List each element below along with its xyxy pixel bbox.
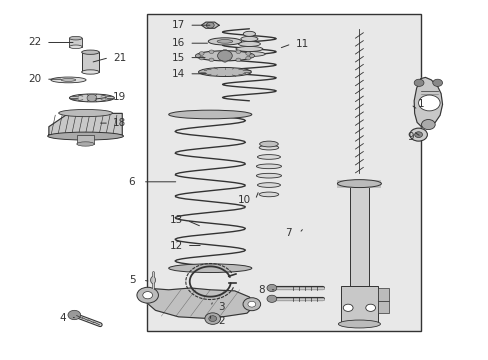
Text: 7: 7: [285, 228, 291, 238]
Ellipse shape: [256, 174, 281, 178]
Ellipse shape: [337, 180, 381, 188]
Ellipse shape: [195, 51, 254, 61]
Circle shape: [266, 295, 276, 302]
Circle shape: [199, 56, 203, 60]
Text: 11: 11: [295, 39, 308, 49]
Bar: [377, 301, 388, 313]
Circle shape: [206, 22, 214, 28]
Text: 13: 13: [169, 215, 183, 225]
Circle shape: [249, 54, 254, 58]
Bar: [146, 14, 420, 331]
Ellipse shape: [69, 36, 82, 40]
Text: 22: 22: [28, 37, 42, 48]
Bar: [337, 180, 381, 188]
Ellipse shape: [168, 110, 251, 119]
Text: 8: 8: [258, 285, 264, 295]
Text: 14: 14: [171, 69, 185, 79]
Ellipse shape: [259, 192, 278, 197]
Circle shape: [204, 313, 220, 324]
Circle shape: [245, 52, 250, 55]
Bar: [377, 288, 388, 301]
Text: 15: 15: [171, 53, 185, 63]
Circle shape: [142, 292, 152, 299]
Polygon shape: [413, 77, 442, 127]
Ellipse shape: [240, 36, 258, 41]
Circle shape: [247, 301, 255, 307]
Circle shape: [208, 316, 216, 321]
Circle shape: [209, 50, 214, 54]
Circle shape: [245, 56, 250, 60]
Ellipse shape: [257, 183, 280, 187]
Circle shape: [432, 79, 442, 86]
Ellipse shape: [257, 155, 280, 159]
Circle shape: [409, 128, 427, 141]
Ellipse shape: [81, 70, 99, 74]
Ellipse shape: [81, 50, 99, 54]
Ellipse shape: [259, 145, 278, 150]
Circle shape: [266, 284, 276, 292]
Ellipse shape: [150, 276, 155, 284]
Text: 21: 21: [113, 53, 126, 63]
Text: 20: 20: [29, 74, 41, 84]
Text: 10: 10: [238, 195, 250, 205]
Ellipse shape: [48, 132, 123, 140]
Circle shape: [236, 50, 240, 54]
Ellipse shape: [69, 45, 82, 49]
Text: 16: 16: [171, 38, 185, 48]
Text: 6: 6: [128, 177, 135, 187]
Ellipse shape: [61, 78, 76, 81]
Circle shape: [365, 304, 375, 311]
Bar: [77, 135, 94, 144]
Text: 18: 18: [113, 118, 126, 128]
Ellipse shape: [233, 51, 264, 57]
Ellipse shape: [198, 68, 251, 77]
Text: 1: 1: [417, 99, 424, 109]
Circle shape: [87, 94, 97, 102]
Ellipse shape: [59, 109, 112, 117]
Text: 3: 3: [218, 302, 224, 312]
Circle shape: [222, 59, 227, 62]
Circle shape: [217, 50, 232, 61]
Text: 19: 19: [113, 92, 126, 102]
Ellipse shape: [51, 77, 86, 83]
Polygon shape: [49, 113, 122, 136]
Ellipse shape: [338, 320, 380, 328]
Ellipse shape: [243, 31, 255, 36]
Text: 4: 4: [59, 312, 66, 323]
Circle shape: [243, 298, 260, 311]
Text: 17: 17: [171, 20, 185, 30]
Circle shape: [418, 95, 439, 111]
Ellipse shape: [236, 46, 263, 51]
Text: 12: 12: [169, 240, 183, 251]
Ellipse shape: [208, 38, 241, 45]
Text: 5: 5: [128, 275, 135, 285]
Ellipse shape: [259, 141, 278, 147]
Circle shape: [195, 54, 200, 58]
Ellipse shape: [77, 142, 94, 146]
Circle shape: [343, 304, 352, 311]
Circle shape: [68, 310, 81, 320]
Circle shape: [137, 287, 158, 303]
Text: 2: 2: [218, 316, 224, 326]
Ellipse shape: [168, 264, 251, 273]
Bar: [69, 38, 82, 47]
Circle shape: [235, 58, 240, 62]
Ellipse shape: [217, 40, 232, 43]
Circle shape: [199, 52, 203, 55]
Bar: [340, 286, 377, 324]
Bar: [81, 52, 99, 72]
Polygon shape: [144, 288, 254, 319]
Ellipse shape: [256, 164, 281, 168]
Circle shape: [421, 120, 434, 130]
Ellipse shape: [238, 41, 260, 46]
Bar: [349, 185, 368, 286]
Text: 9: 9: [407, 132, 413, 142]
Circle shape: [414, 132, 422, 138]
Ellipse shape: [69, 94, 114, 102]
Circle shape: [222, 49, 227, 53]
Circle shape: [413, 79, 423, 86]
Circle shape: [209, 58, 214, 62]
Polygon shape: [201, 22, 219, 28]
